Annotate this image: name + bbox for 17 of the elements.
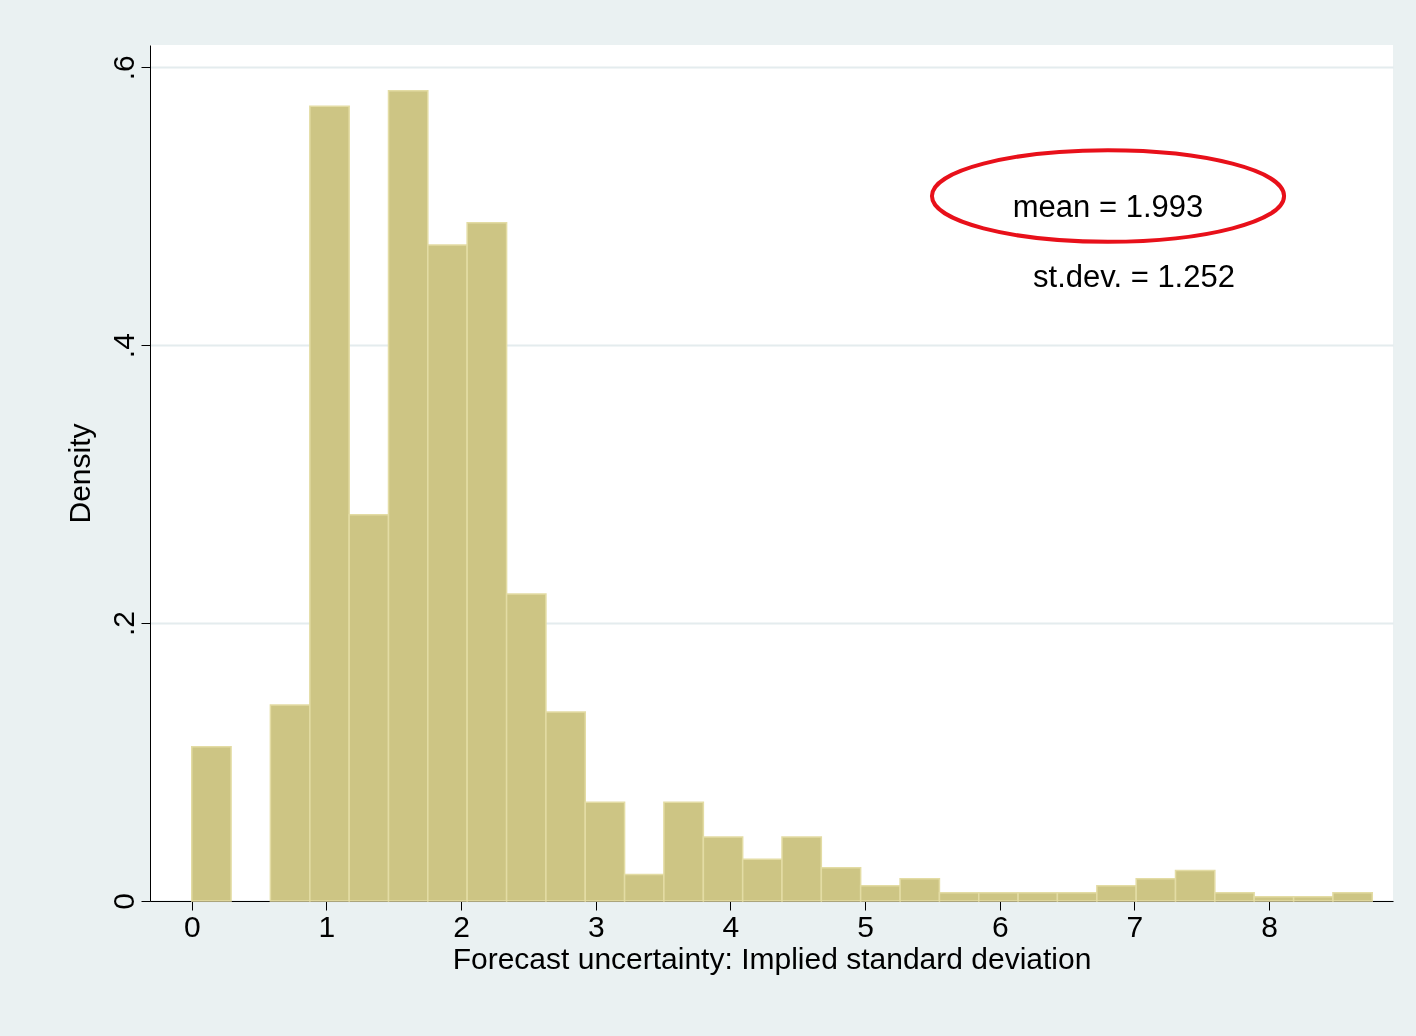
x-tick-label: 3 — [587, 909, 605, 943]
y-tick-label: 0 — [106, 893, 140, 910]
x-tick-label: 6 — [991, 909, 1009, 943]
annotation: st.dev. = 1.252 — [1033, 259, 1235, 294]
x-tick-label: 8 — [1261, 909, 1278, 943]
x-tick-label: 2 — [453, 909, 470, 943]
y-tick-label: .4 — [106, 333, 140, 359]
y-axis-title: Density — [62, 423, 96, 524]
y-tick-label: .2 — [106, 611, 140, 637]
x-tick-label: 0 — [183, 909, 201, 943]
annotation: mean = 1.993 — [1012, 189, 1204, 224]
x-tick-label: 5 — [857, 909, 874, 943]
x-axis-title: Forecast uncertainty: Implied standard deviation — [452, 941, 1092, 975]
x-tick-label: 1 — [318, 909, 336, 943]
x-tick-label: 4 — [722, 909, 740, 943]
y-tick-label: .6 — [106, 55, 140, 81]
x-tick-label: 7 — [1126, 909, 1144, 943]
